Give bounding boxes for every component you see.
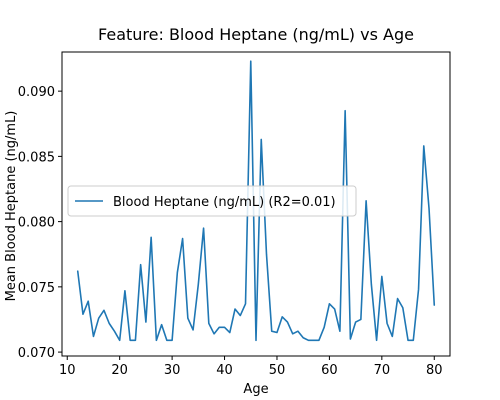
- chart-title: Feature: Blood Heptane (ng/mL) vs Age: [98, 25, 414, 44]
- x-tick-label: 70: [374, 363, 391, 378]
- series-layer: [76, 60, 436, 342]
- legend: Blood Heptane (ng/mL) (R2=0.01): [67, 185, 357, 217]
- x-tick-label: 80: [426, 363, 443, 378]
- x-tick-label: 30: [164, 363, 181, 378]
- y-tick-label: 0.070: [18, 346, 55, 361]
- y-tick-label: 0.075: [18, 281, 55, 296]
- plot-border: [61, 51, 451, 357]
- series-line: [76, 60, 436, 342]
- legend-box: [67, 185, 357, 217]
- x-tick-label: 50: [269, 363, 286, 378]
- axes-frame: [61, 51, 451, 357]
- x-axis: 10 20 30 40 50 60 70 80: [59, 356, 443, 378]
- x-tick-label: 60: [321, 363, 338, 378]
- y-axis: 0.070 0.075 0.080 0.085 0.090: [18, 85, 62, 361]
- y-tick-label: 0.085: [18, 150, 55, 165]
- x-tick-label: 40: [216, 363, 233, 378]
- y-axis-title: Mean Blood Heptane (ng/mL): [4, 111, 19, 302]
- x-tick-label: 10: [59, 363, 76, 378]
- y-tick-label: 0.080: [18, 216, 55, 231]
- x-tick-label: 20: [111, 363, 128, 378]
- legend-label: Blood Heptane (ng/mL) (R2=0.01): [113, 195, 336, 210]
- x-axis-title: Age: [243, 382, 268, 397]
- y-tick-label: 0.090: [18, 85, 55, 100]
